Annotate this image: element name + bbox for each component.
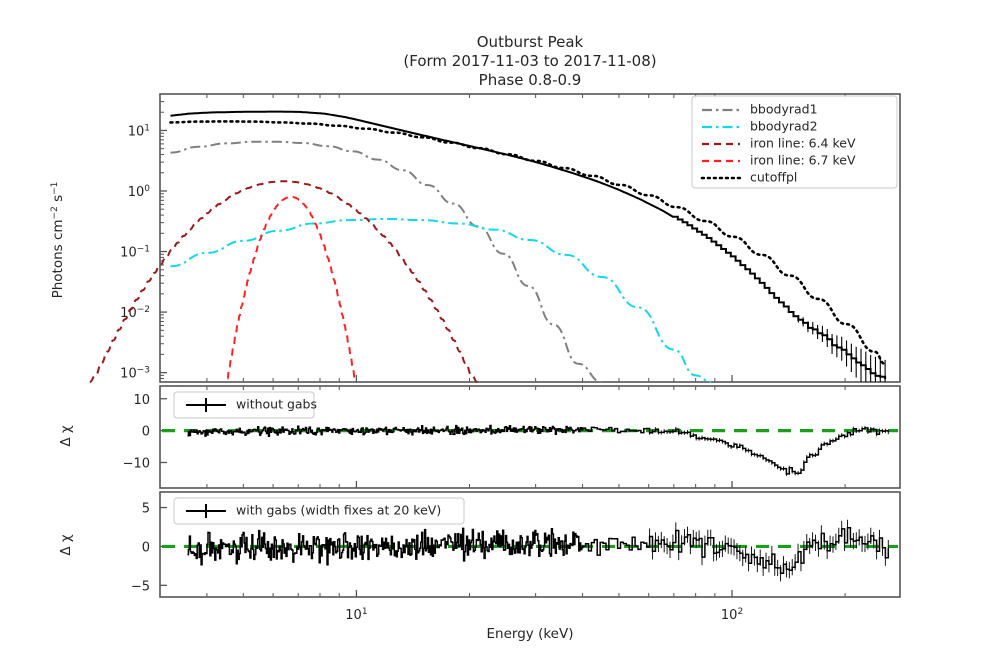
x-tick-label: 101 xyxy=(345,607,367,623)
legend-label-bbodyrad1: bbodyrad1 xyxy=(750,102,818,117)
legend-label-cutoffpl: cutoffpl xyxy=(750,170,797,185)
figure-title-line3: Phase 0.8-0.9 xyxy=(479,71,582,89)
panel-residual-with-gabs: −5 0 5 with gabs (width fixes at 20 keV) 101… xyxy=(131,491,901,623)
y-tick-label: 0 xyxy=(142,425,150,440)
ylabel-sup2: −1 xyxy=(50,182,60,195)
x-axis-label: Energy (keV) xyxy=(487,626,574,642)
panel-spectrum: 101 100 10−1 10−2 10−3 bbodyrad1 bbodyrad2 iron… xyxy=(89,93,901,383)
x-tick-label: 102 xyxy=(721,607,743,623)
y-tick-label: 5 xyxy=(142,502,150,517)
y-tick-label-main: 10−1 xyxy=(120,245,150,261)
y-tick-label-main: 10−2 xyxy=(120,305,150,321)
legend-label-iron-line-6-4-kev: iron line: 6.4 keV xyxy=(750,136,856,151)
ylabel-sup1: −2 xyxy=(50,206,60,219)
panel-residual-without-gabs: −10 0 10 without gabs xyxy=(123,385,901,489)
y-axis-label-bottom: Δ χ xyxy=(58,534,74,556)
figure-title-line1: Outburst Peak xyxy=(477,33,584,51)
y-tick-label: −10 xyxy=(123,457,150,472)
y-tick-label-main: 100 xyxy=(128,184,151,200)
y-tick-label-main: 101 xyxy=(128,123,150,139)
panel-frame xyxy=(159,93,901,383)
series-bbodyrad2 xyxy=(170,217,712,383)
delta-chi-mid: Δ χ xyxy=(58,425,74,447)
figure-title-line2: (Form 2017-11-03 to 2017-11-08) xyxy=(403,52,656,70)
legend-box xyxy=(173,391,315,419)
legend-label: without gabs xyxy=(236,397,317,412)
y-tick-label: −5 xyxy=(131,579,150,594)
residual-series xyxy=(187,424,890,475)
residual-series xyxy=(187,527,890,575)
ylabel-part2: s xyxy=(50,195,66,206)
legend-label-bbodyrad2: bbodyrad2 xyxy=(750,119,818,134)
series-cutoffpl xyxy=(169,120,886,366)
panel-frame xyxy=(159,385,901,489)
y-axis-label-main: Photons cm−2 s−1 xyxy=(50,182,66,299)
legend-label: with gabs (width fixes at 20 keV) xyxy=(236,503,441,518)
legend-box xyxy=(173,497,465,525)
y-tick-label: 0 xyxy=(142,540,150,555)
series-total xyxy=(170,110,887,380)
svg-text:Photons cm−2 s−1: Photons cm−2 s−1 xyxy=(50,182,66,299)
y-axis-label-middle: Δ χ xyxy=(58,425,74,447)
legend-box-main xyxy=(691,95,898,189)
panel-frame xyxy=(159,491,901,598)
y-tick-label: 10 xyxy=(133,393,150,408)
legend-label-iron-line-6-7-kev: iron line: 6.7 keV xyxy=(750,153,856,168)
delta-chi-bot: Δ χ xyxy=(58,534,74,556)
y-tick-label-main: 10−3 xyxy=(120,366,150,382)
ylabel-part1: Photons cm xyxy=(50,219,66,298)
series-iron_line_64 xyxy=(89,180,478,383)
